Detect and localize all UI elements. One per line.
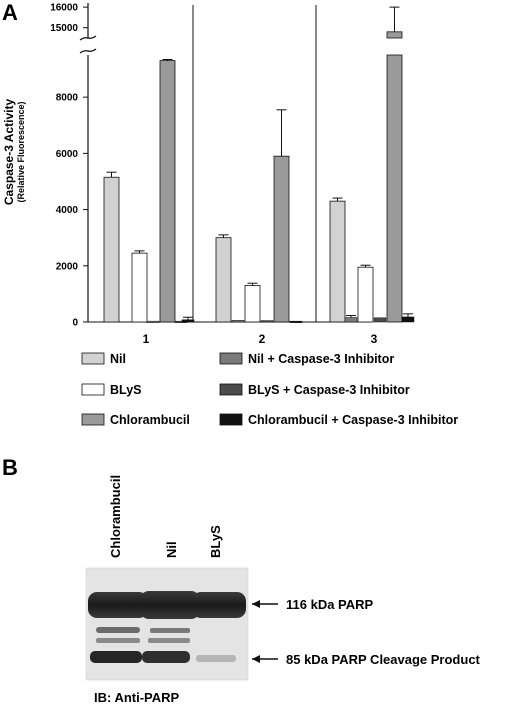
y-tick-label-2: 4000 bbox=[56, 205, 79, 216]
bar-5-1 bbox=[181, 319, 195, 323]
bar-4-2 bbox=[260, 320, 274, 323]
x-tick-label-2: 2 bbox=[259, 332, 266, 346]
axis-break-mark-top bbox=[79, 35, 97, 41]
western-blot bbox=[85, 567, 249, 681]
panel-b-label: B bbox=[2, 455, 18, 480]
legend-label-3: Nil + Caspase-3 Inhibitor bbox=[248, 352, 394, 366]
band-116-chlorambucil bbox=[88, 592, 148, 618]
legend-label-1: BLyS bbox=[110, 383, 142, 397]
bar-4-3 bbox=[373, 317, 387, 323]
panel-a-label: A bbox=[2, 0, 18, 25]
y-axis-sublabel: (Relative Fluorescence) bbox=[16, 101, 26, 202]
legend-label-4: BLyS + Caspase-3 Inhibitor bbox=[248, 383, 410, 397]
band-arrow-116 bbox=[252, 600, 278, 608]
bar-2-3 bbox=[386, 54, 403, 323]
bar-1-3 bbox=[357, 266, 374, 323]
bar-1-1 bbox=[131, 252, 148, 323]
band-85-chlorambucil bbox=[90, 651, 142, 663]
bar-2-1 bbox=[159, 60, 176, 323]
y-tick-label-5: 15000 bbox=[50, 23, 78, 34]
x-tick-label-1: 1 bbox=[143, 332, 150, 346]
x-tick-label-3: 3 bbox=[371, 332, 378, 346]
bar-upper-2-3 bbox=[386, 31, 403, 39]
legend-swatch-0 bbox=[81, 352, 105, 365]
legend-swatch-3 bbox=[219, 352, 243, 365]
blot-caption: IB: Anti-PARP bbox=[94, 690, 180, 705]
legend-label-5: Chlorambucil + Caspase-3 Inhibitor bbox=[248, 413, 458, 427]
lane-label-chlorambucil: Chlorambucil bbox=[108, 475, 123, 558]
y-tick-label-1: 2000 bbox=[56, 261, 79, 272]
y-tick-label-6: 16000 bbox=[50, 3, 78, 14]
band-arrow-85 bbox=[252, 655, 278, 663]
band-85-nil bbox=[142, 651, 190, 663]
y-axis-label: Caspase-3 Activity bbox=[2, 99, 16, 206]
y-tick-label-0: 0 bbox=[72, 318, 78, 329]
bar-1-2 bbox=[244, 285, 261, 323]
bar-3-2 bbox=[231, 320, 245, 323]
bar-0-3 bbox=[329, 200, 346, 323]
legend-label-0: Nil bbox=[110, 352, 126, 366]
band-label-85: 85 kDa PARP Cleavage Product bbox=[286, 652, 481, 667]
bar-0-2 bbox=[215, 237, 232, 323]
legend-swatch-5 bbox=[219, 413, 243, 426]
axis-break-mark-bottom bbox=[79, 48, 97, 54]
lane-label-blys: BLyS bbox=[208, 525, 223, 558]
legend-label-2: Chlorambucil bbox=[110, 413, 190, 427]
legend-swatch-2 bbox=[81, 413, 105, 426]
lane-label-nil: Nil bbox=[164, 541, 179, 558]
chart-legend: Nil BLyS Chlorambucil Nil + Caspase-3 Inhib… bbox=[81, 352, 458, 427]
y-tick-label-3: 6000 bbox=[56, 149, 79, 160]
band-label-116: 116 kDa PARP bbox=[286, 597, 374, 612]
bar-3-1 bbox=[146, 320, 160, 323]
bar-3-3 bbox=[344, 317, 358, 323]
y-tick-label-4: 8000 bbox=[56, 93, 79, 104]
band-85-blys bbox=[196, 655, 236, 662]
band-116-blys bbox=[192, 592, 246, 618]
legend-swatch-4 bbox=[219, 383, 243, 396]
legend-swatch-1 bbox=[81, 383, 105, 396]
bar-0-1 bbox=[103, 176, 120, 323]
bar-5-3 bbox=[401, 316, 415, 323]
bar-5-2 bbox=[289, 320, 303, 323]
band-116-nil bbox=[140, 591, 200, 619]
bar-2-2 bbox=[273, 155, 290, 323]
bar-chart: 0 2000 4000 6000 8000 15000 16000 1 2 3 bbox=[50, 3, 415, 346]
